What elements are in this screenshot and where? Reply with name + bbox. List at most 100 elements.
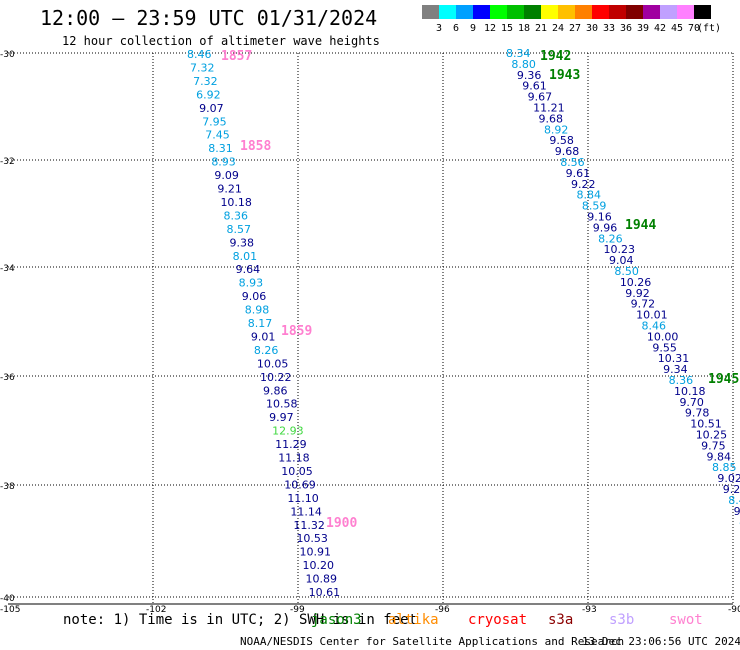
lat-tick-label: -36: [0, 373, 15, 383]
wave-height-value: 8.57: [227, 223, 252, 236]
footnote: note: 1) Time is in UTC; 2) SWH is in fe…: [63, 612, 418, 628]
wave-height-value: 8.85: [712, 461, 737, 474]
legend-label: 15: [500, 23, 514, 34]
lat-tick-label: -34: [0, 264, 15, 274]
legend-label: 30: [585, 23, 599, 34]
wave-height-value: 9.21: [217, 183, 242, 196]
pass-time-label: 1857: [221, 49, 252, 64]
wave-height-value: 9.01: [251, 330, 276, 343]
wave-height-value: 7.45: [205, 129, 230, 142]
lon-tick-label: -99: [290, 605, 305, 615]
legend-label: 36: [619, 23, 633, 34]
lon-tick-label: -102: [146, 605, 166, 615]
page-subtitle: 12 hour collection of altimeter wave hei…: [62, 34, 380, 48]
wave-height-value: 8.4: [728, 494, 740, 507]
wave-height-value: 8.59: [582, 200, 607, 213]
wave-height-value: 9.97: [269, 411, 294, 424]
satellite-label-cryosat: cryosat: [468, 612, 528, 628]
wave-height-value: 9.09: [214, 169, 239, 182]
wave-height-value: 9.16: [587, 211, 612, 224]
wave-height-value: 9.61: [522, 80, 547, 93]
legend-swatch: [490, 5, 507, 19]
wave-height-value: 9.24: [723, 483, 740, 496]
wave-height-value: 8.36: [669, 374, 694, 387]
wave-height-value: 9.96: [593, 221, 618, 234]
wave-height-value: 9.07: [199, 102, 224, 115]
legend-label: 33: [602, 23, 616, 34]
track-values: 8.467.327.326.929.077.957.458.318.939.09…: [187, 47, 740, 599]
wave-height-value: 10.31: [658, 352, 690, 365]
wave-height-value: 9.64: [236, 263, 261, 276]
legend-label: 39: [636, 23, 650, 34]
wave-height-value: 9.36: [517, 69, 542, 82]
wave-height-value: 7.95: [202, 115, 227, 128]
legend-swatch: [456, 5, 473, 19]
wave-height-value: 10.23: [604, 243, 636, 256]
wave-height-value: 11.18: [278, 452, 310, 465]
lon-tick-label: -96: [435, 605, 450, 615]
wave-height-value: 8.84: [576, 189, 601, 202]
legend-swatch: [609, 5, 626, 19]
wave-height-value: 8.80: [511, 58, 536, 71]
pass-time-label: 1945: [708, 372, 739, 387]
pass-time-label: 1944: [625, 218, 656, 233]
legend-label: 6: [452, 23, 460, 34]
wave-height-value: 9.86: [263, 384, 288, 397]
wave-height-value: 10.05: [281, 465, 313, 478]
legend-label: 21: [534, 23, 548, 34]
satellite-label-s3b: s3b: [609, 612, 635, 628]
legend-label: 27: [568, 23, 582, 34]
wave-height-value: 10.58: [266, 398, 298, 411]
wave-height-value: 9.68: [555, 145, 580, 158]
wave-height-value: 11.10: [287, 492, 319, 505]
legend-label: 42: [653, 23, 667, 34]
legend-swatch: [660, 5, 677, 19]
legend-label: 12: [483, 23, 497, 34]
lat-tick-label: -40: [0, 594, 15, 604]
wave-height-value: 8.01: [233, 250, 258, 263]
pass-time-label: 1900: [326, 516, 357, 531]
lon-tick-label: -105: [0, 605, 20, 615]
wave-height-value: 8.36: [223, 209, 248, 222]
wave-height-value: 7.32: [190, 61, 215, 74]
wave-height-value: 9.67: [528, 91, 553, 104]
satellite-label-altika: altika: [388, 612, 439, 628]
map-grid: [8, 52, 734, 605]
wave-height-value: 8.34: [506, 47, 531, 60]
wave-height-value: 8.46: [187, 48, 212, 61]
wave-height-value: 10.25: [696, 429, 728, 442]
wave-height-value: 10.61: [309, 586, 341, 599]
wave-height-value: 10.05: [257, 357, 289, 370]
legend-swatch: [643, 5, 660, 19]
legend-swatch: [592, 5, 609, 19]
agency-credit: NOAA/NESDIS Center for Satellite Applica…: [240, 635, 625, 648]
wave-height-value: 8.92: [544, 123, 569, 136]
wave-height-value: 9.06: [242, 290, 267, 303]
wave-height-value: 9.84: [707, 450, 732, 463]
generation-timestamp: 13 Dec 23:06:56 UTC 2024: [582, 635, 740, 648]
pass-time-label: 1942: [540, 49, 571, 64]
lat-tick-label: -30: [0, 50, 15, 60]
wave-height-value: 6.92: [196, 88, 221, 101]
wave-height-value: 9.78: [685, 407, 710, 420]
legend-swatch: [626, 5, 643, 19]
lat-tick-label: -38: [0, 482, 15, 492]
wave-height-value: 9.72: [631, 298, 656, 311]
wave-height-value: 10.89: [306, 573, 338, 586]
wave-height-value: 9.58: [549, 134, 574, 147]
legend-swatch: [473, 5, 490, 19]
lon-tick-label: -93: [582, 605, 597, 615]
wave-height-value: 10.69: [284, 478, 316, 491]
legend-labels: 3 6 9 12 15 18 21 24 27 30 33 36 39 42 45 70 (ft): [422, 23, 740, 35]
wave-height-value: 7.32: [193, 75, 218, 88]
wave-height-value: 10.18: [220, 196, 252, 209]
legend-label: (ft): [696, 23, 722, 34]
axis-labels: -30 -32 -34 -36 -38 -40-105 -102 -99 -96 -93 -90: [0, 50, 740, 615]
pass-time-label: 1858: [240, 139, 271, 154]
wave-height-value: 9.70: [679, 396, 704, 409]
wave-height-value: 8.98: [245, 304, 270, 317]
wave-height-value: 8.56: [560, 156, 585, 169]
wave-height-value: 9.22: [571, 178, 596, 191]
legend-swatch: [524, 5, 541, 19]
legend-swatch: [558, 5, 575, 19]
